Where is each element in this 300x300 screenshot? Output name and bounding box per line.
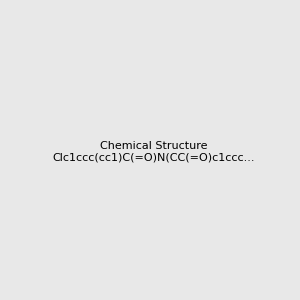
Text: Chemical Structure
Clc1ccc(cc1)C(=O)N(CC(=O)c1ccc...: Chemical Structure Clc1ccc(cc1)C(=O)N(CC… (52, 141, 255, 162)
